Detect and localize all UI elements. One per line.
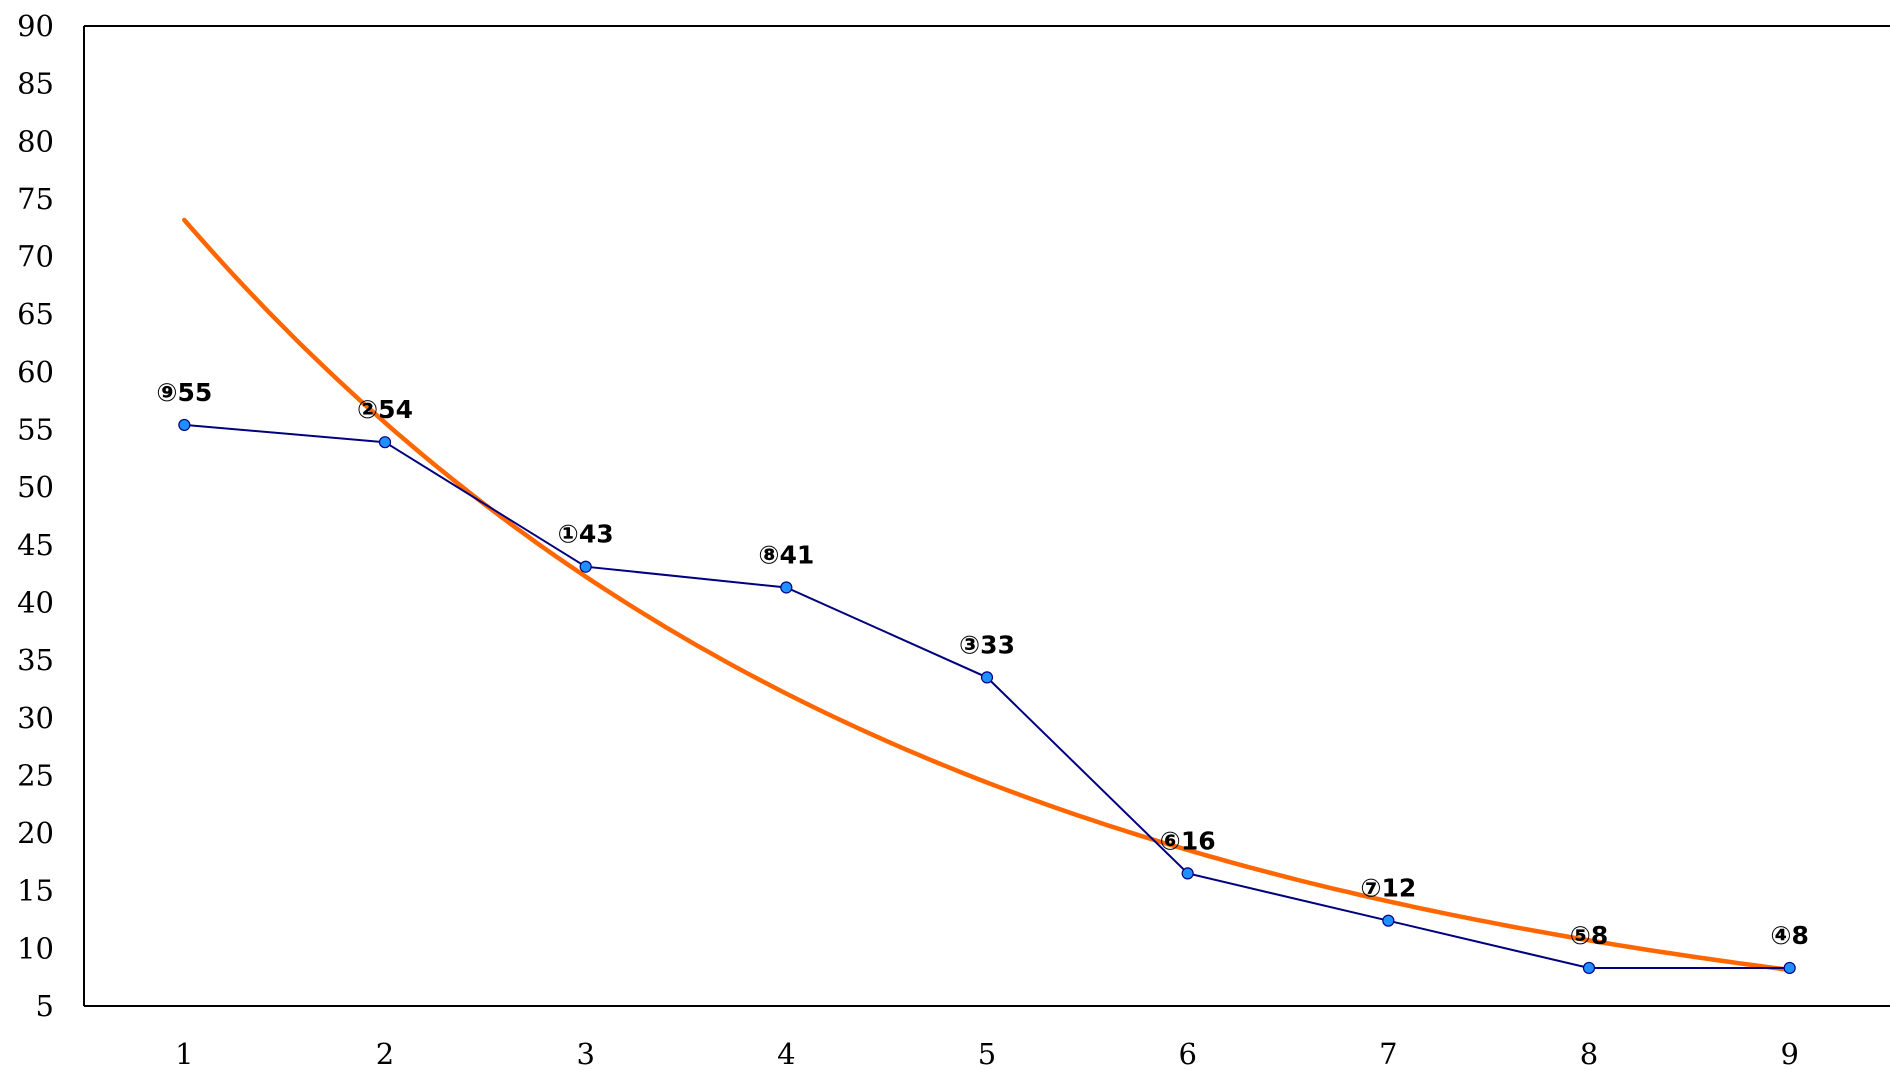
- x-tick-label: 5: [978, 1037, 996, 1070]
- data-point: [1582, 961, 1596, 975]
- y-tick-label: 60: [17, 355, 54, 389]
- data-point: [178, 418, 191, 432]
- y-tick-label: 65: [17, 297, 54, 331]
- y-tick-label: 40: [17, 585, 54, 619]
- y-axis-ticks: 5 10 15 20 25 30 35 40 45 50 55 60 65 70 75 80 85 90: [17, 9, 54, 1023]
- y-tick-label: 45: [17, 528, 54, 562]
- data-point: [1181, 867, 1194, 880]
- data-label: ③33: [959, 630, 1015, 659]
- trendline: [182, 217, 1792, 973]
- y-tick-label: 35: [17, 643, 54, 677]
- x-tick-label: 7: [1379, 1037, 1397, 1070]
- trendline-layer: [182, 217, 1792, 973]
- data-label: ④8: [1770, 921, 1809, 950]
- y-tick-label: 55: [17, 413, 54, 447]
- x-axis-ticks: 1 2 3 4 5 6 7 8 9: [175, 1037, 1799, 1070]
- y-tick-label: 10: [17, 931, 54, 965]
- x-tick-label: 3: [576, 1037, 594, 1070]
- y-tick-label: 20: [17, 816, 54, 850]
- x-tick-label: 1: [175, 1037, 193, 1070]
- y-tick-label: 5: [36, 989, 54, 1023]
- x-tick-label: 6: [1178, 1037, 1196, 1070]
- data-label: ⑧41: [758, 540, 814, 569]
- data-label: ⑥16: [1160, 826, 1216, 855]
- x-tick-label: 8: [1580, 1037, 1598, 1070]
- y-tick-label: 25: [17, 758, 54, 792]
- plot-frame: [83, 25, 1890, 1007]
- data-point: [1382, 914, 1395, 927]
- y-tick-label: 85: [17, 67, 54, 101]
- data-point: [780, 581, 793, 594]
- x-tick-label: 4: [777, 1037, 795, 1070]
- y-tick-label: 80: [17, 124, 54, 158]
- data-point: [980, 671, 994, 684]
- data-label: ①43: [558, 520, 614, 549]
- data-point: [378, 436, 392, 449]
- data-point: [579, 560, 592, 573]
- data-label: ⑤8: [1570, 921, 1609, 950]
- x-tick-label: 9: [1780, 1037, 1798, 1070]
- data-label: ②54: [357, 395, 413, 424]
- series-line: [184, 423, 1790, 969]
- y-tick-label: 15: [17, 874, 54, 908]
- data-label-layer: ⑨55 ②54 ①43 ⑧41 ③33 ⑥16 ⑦12 ⑤8 ④8: [156, 378, 1809, 950]
- y-tick-label: 30: [17, 701, 54, 735]
- y-tick-label: 50: [17, 470, 54, 504]
- data-label: ⑨55: [156, 378, 212, 407]
- x-tick-label: 2: [376, 1037, 394, 1070]
- data-label: ⑦12: [1360, 874, 1416, 903]
- data-point: [1783, 961, 1796, 975]
- y-tick-label: 90: [17, 9, 54, 43]
- y-tick-label: 75: [17, 182, 54, 216]
- series-layer: [178, 418, 1796, 975]
- y-tick-label: 70: [17, 240, 54, 274]
